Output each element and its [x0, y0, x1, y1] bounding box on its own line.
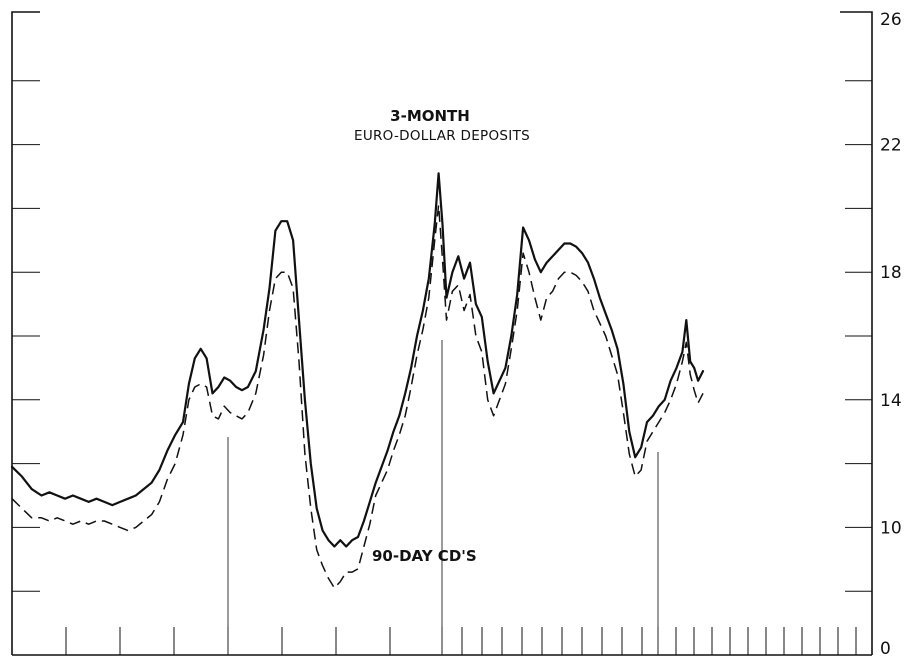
annotation-3-month: 3-MONTH [390, 107, 470, 125]
right-axis-tick-labels: 0 10 14 18 22 26 [880, 10, 902, 656]
annotation-90-day-cds: 90-DAY CD'S [372, 547, 477, 565]
bottom-axis-ticks [65, 627, 857, 655]
vertical-guide-lines [227, 340, 659, 655]
right-tick-label: 0 [880, 639, 891, 656]
series-line-90-day-cds [11, 204, 704, 589]
right-tick-label: 10 [880, 518, 902, 538]
right-tick-label: 18 [880, 263, 902, 283]
left-axis-ticks [12, 80, 40, 592]
right-tick-label: 14 [880, 391, 902, 411]
right-tick-label: 22 [880, 136, 902, 156]
series-layer [10, 172, 705, 589]
series-line-euro-dollar-deposits [10, 172, 705, 548]
right-axis-ticks [845, 80, 872, 592]
annotation-euro-dollar-deposits: EURO-DOLLAR DEPOSITS [354, 128, 530, 144]
right-tick-label: 26 [880, 10, 902, 30]
